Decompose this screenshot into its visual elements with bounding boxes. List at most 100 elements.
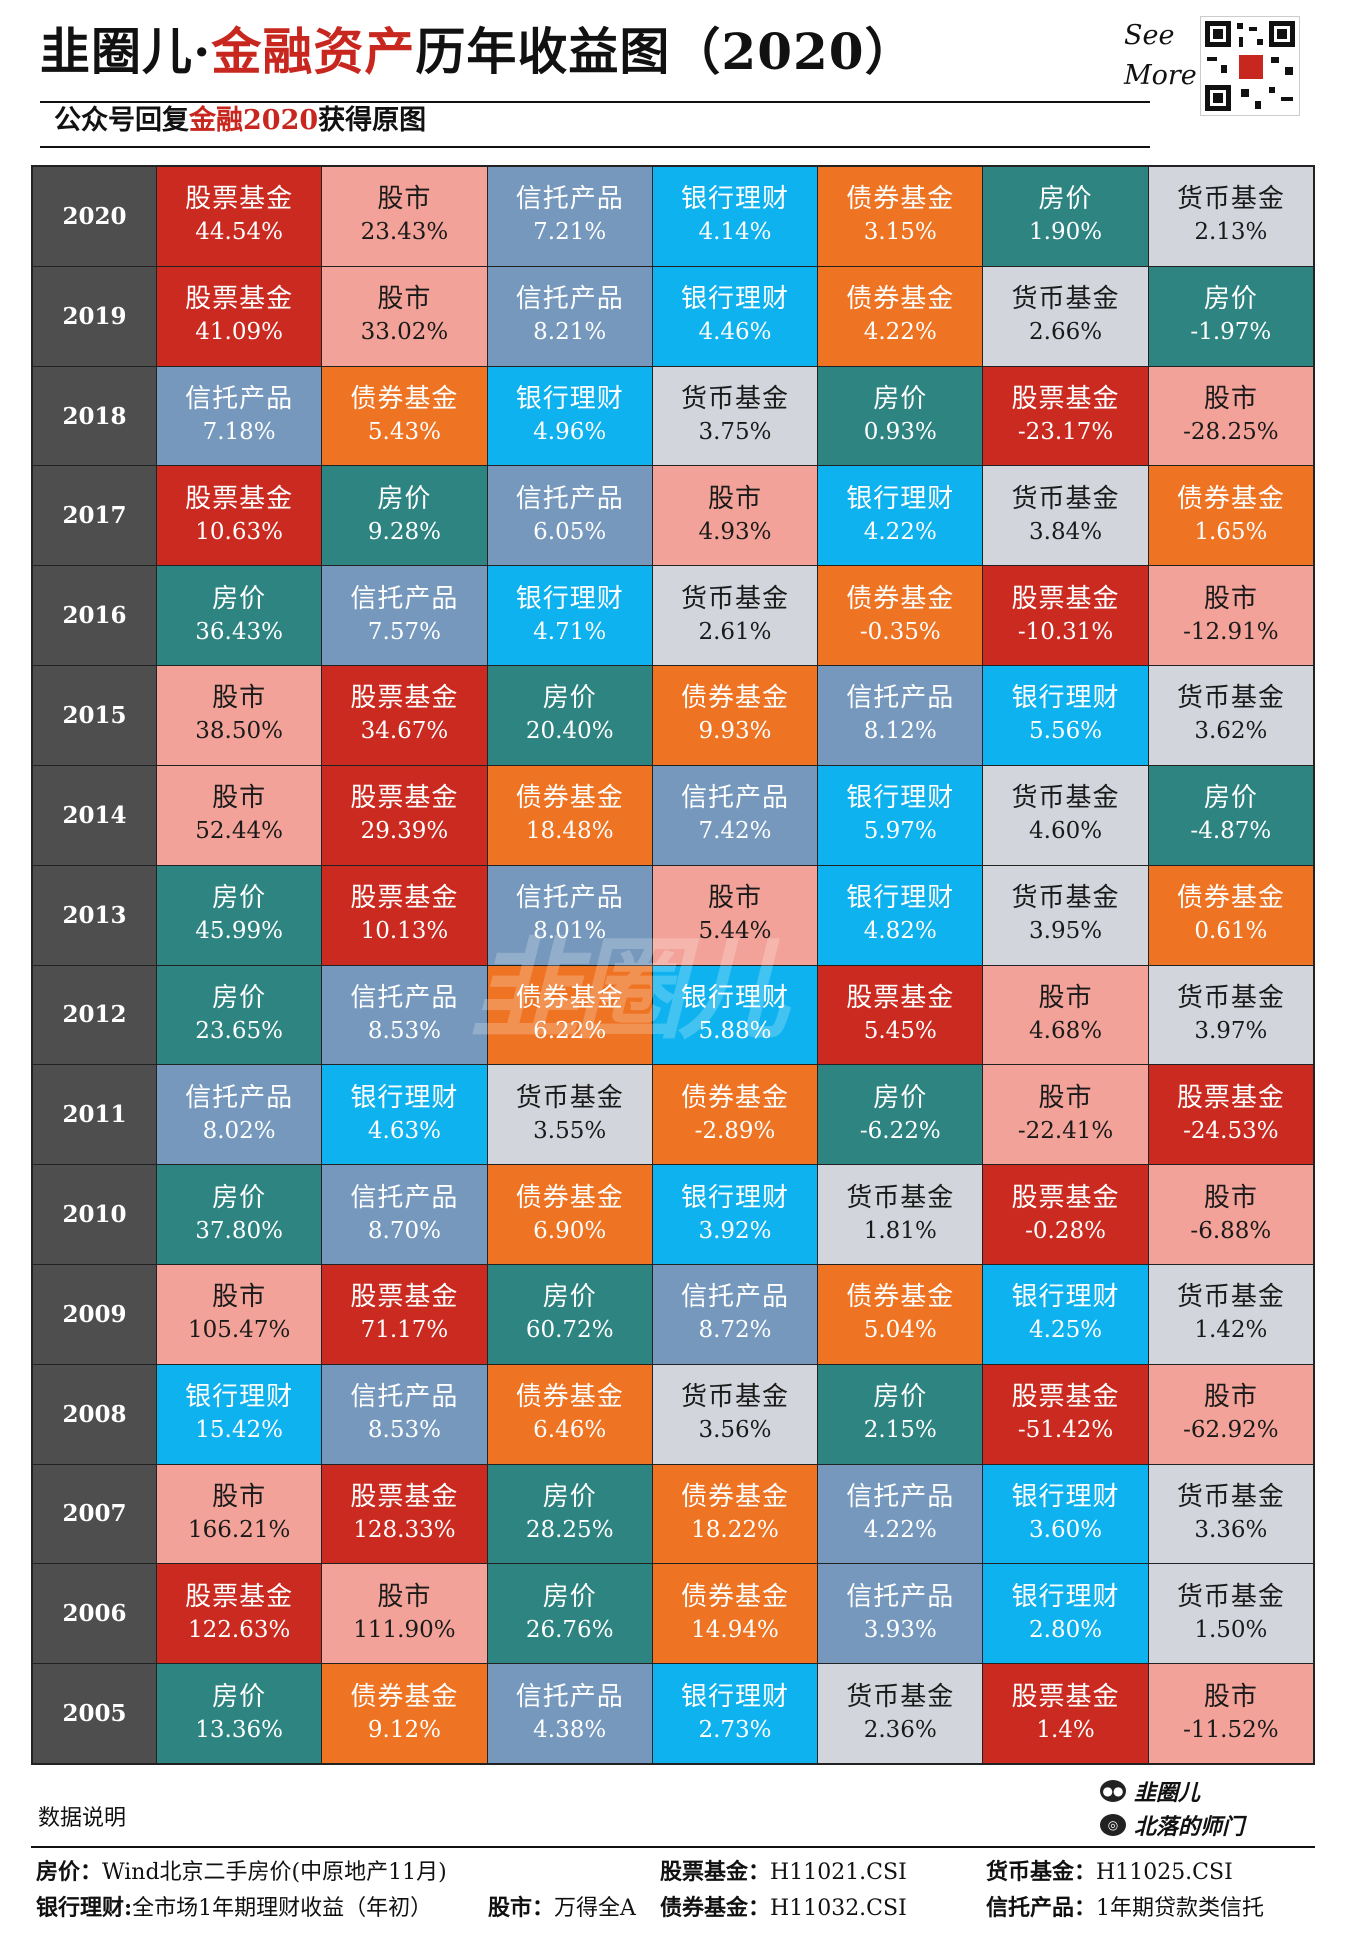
return-cell-equity-fund: 股票基金 71.17% (322, 1264, 487, 1364)
return-cell-house-price: 房价 36.43% (157, 566, 322, 666)
asset-name: 股票基金 (185, 184, 294, 215)
return-cell-stock-market: 股市 4.93% (652, 466, 818, 566)
return-value: 105.47% (187, 1317, 291, 1344)
asset-name: 房价 (212, 883, 267, 914)
return-value: 33.02% (360, 319, 449, 346)
return-value: 8.53% (367, 1417, 441, 1444)
asset-name: 债券基金 (846, 284, 955, 315)
return-cell-equity-fund: 股票基金 10.63% (157, 466, 322, 566)
return-cell-money-fund: 货币基金 1.50% (1148, 1564, 1313, 1664)
note-bond-fund-value: H11032.CSI (770, 1896, 907, 1921)
return-cell-stock-market: 股市 -12.91% (1148, 566, 1313, 666)
return-value: 7.18% (202, 419, 276, 446)
return-cell-bond-fund: 债券基金 5.43% (322, 366, 487, 466)
asset-name: 信托产品 (185, 384, 294, 415)
return-value: 13.36% (195, 1716, 283, 1743)
asset-name: 债券基金 (680, 1082, 789, 1113)
return-cell-house-price: 房价 37.80% (157, 1165, 322, 1264)
return-cell-money-fund: 货币基金 2.61% (652, 566, 818, 666)
return-cell-bond-fund: 债券基金 1.65% (1148, 466, 1313, 566)
note-money-fund-key: 货币基金： (986, 1859, 1097, 1885)
return-cell-bank-wealth: 银行理财 2.80% (983, 1564, 1148, 1664)
return-cell-stock-market: 股市 33.02% (322, 266, 487, 366)
return-value: 4.82% (863, 918, 937, 945)
return-cell-equity-fund: 股票基金 128.33% (322, 1464, 487, 1564)
return-cell-money-fund: 货币基金 3.75% (652, 366, 818, 466)
asset-name: 股市 (212, 683, 267, 714)
return-value: 4.22% (863, 518, 937, 545)
asset-name: 银行理财 (680, 1182, 789, 1213)
return-cell-bank-wealth: 银行理财 4.14% (652, 167, 818, 266)
asset-name: 股市 (377, 1581, 432, 1612)
notes-divider (31, 1846, 1315, 1848)
asset-name: 股市 (1203, 583, 1258, 614)
return-value: 6.46% (533, 1417, 607, 1444)
asset-name: 股市 (1203, 384, 1258, 415)
asset-name: 货币基金 (1176, 1581, 1285, 1612)
asset-name: 债券基金 (680, 683, 789, 714)
return-cell-trust-product: 信托产品 8.70% (322, 1165, 487, 1264)
return-value: 4.63% (367, 1117, 441, 1144)
return-value: 71.17% (360, 1317, 449, 1344)
asset-name: 银行理财 (846, 783, 955, 814)
return-cell-stock-market: 股市 5.44% (652, 865, 818, 965)
return-value: 166.21% (187, 1516, 291, 1543)
asset-name: 银行理财 (1011, 1581, 1120, 1612)
return-cell-equity-fund: 股票基金 122.63% (157, 1564, 322, 1664)
asset-name: 货币基金 (1011, 284, 1120, 315)
return-value: 4.38% (533, 1716, 607, 1743)
asset-name: 房价 (1203, 783, 1258, 814)
return-value: 3.95% (1029, 918, 1103, 945)
return-value: 38.50% (195, 718, 283, 745)
subtitle-keyword: 金融2020 (189, 105, 319, 136)
return-cell-house-price: 房价 1.90% (983, 167, 1148, 266)
return-cell-bond-fund: 债券基金 18.48% (487, 765, 652, 865)
asset-name: 股市 (1038, 982, 1093, 1013)
asset-name: 房价 (1038, 184, 1093, 215)
title-accent: 金融资产 (211, 22, 416, 81)
asset-name: 信托产品 (680, 783, 789, 814)
return-cell-house-price: 房价 -6.22% (818, 1065, 983, 1165)
asset-name: 信托产品 (515, 483, 624, 514)
asset-name: 股市 (377, 184, 432, 215)
return-value: 6.90% (533, 1217, 607, 1244)
asset-name: 银行理财 (515, 384, 624, 415)
return-cell-trust-product: 信托产品 8.01% (487, 865, 652, 965)
see-more-line-1: See (1124, 20, 1175, 51)
return-value: -62.92% (1183, 1417, 1279, 1444)
return-value: 5.97% (863, 818, 937, 845)
return-cell-money-fund: 货币基金 3.36% (1148, 1464, 1313, 1564)
asset-name: 房价 (542, 1282, 597, 1313)
return-value: 4.14% (698, 219, 772, 246)
return-cell-bank-wealth: 银行理财 4.25% (983, 1264, 1148, 1364)
return-cell-house-price: 房价 28.25% (487, 1464, 652, 1564)
brand-box: ●● 韭圈儿 ◎ 北落的师门 (1100, 1774, 1320, 1842)
return-value: 8.12% (863, 718, 937, 745)
return-cell-equity-fund: 股票基金 10.13% (322, 865, 487, 965)
note-house-value: Wind北京二手房价(中原地产11月) (102, 1860, 447, 1885)
return-cell-bond-fund: 债券基金 6.46% (487, 1364, 652, 1464)
note-trust: 信托产品：1年期贷款类信托 (986, 1892, 1264, 1925)
return-value: 1.42% (1194, 1317, 1268, 1344)
return-cell-house-price: 房价 45.99% (157, 865, 322, 965)
year-label: 2007 (33, 1464, 156, 1564)
asset-name: 股市 (377, 284, 432, 315)
return-cell-bond-fund: 债券基金 -0.35% (818, 566, 983, 666)
return-cell-bond-fund: 债券基金 6.22% (487, 965, 652, 1065)
return-cell-bank-wealth: 银行理财 4.22% (818, 466, 983, 566)
return-cell-equity-fund: 股票基金 41.09% (157, 266, 322, 366)
return-cell-equity-fund: 股票基金 34.67% (322, 666, 487, 765)
return-cell-bond-fund: 债券基金 -2.89% (652, 1065, 818, 1165)
qr-code-icon (1200, 16, 1300, 116)
note-bank-key: 银行理财: (36, 1895, 133, 1921)
return-value: 3.60% (1029, 1516, 1103, 1543)
return-cell-trust-product: 信托产品 8.12% (818, 666, 983, 765)
return-cell-bank-wealth: 银行理财 15.42% (157, 1364, 322, 1464)
return-cell-bank-wealth: 银行理财 5.88% (652, 965, 818, 1065)
return-value: 3.93% (863, 1616, 937, 1643)
asset-name: 股票基金 (185, 483, 294, 514)
year-label: 2020 (33, 167, 156, 266)
return-value: 10.13% (360, 918, 449, 945)
return-cell-trust-product: 信托产品 7.21% (487, 167, 652, 266)
return-cell-stock-market: 股市 -6.88% (1148, 1165, 1313, 1264)
